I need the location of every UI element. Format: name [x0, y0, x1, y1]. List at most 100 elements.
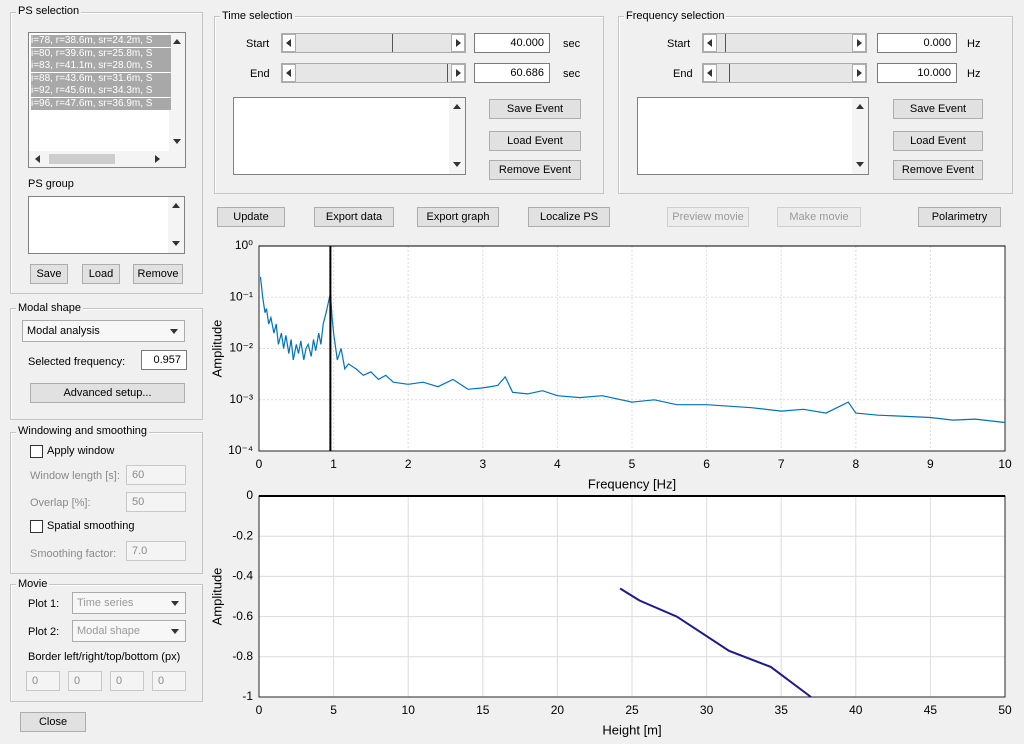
dropdown-value: Time series	[77, 597, 134, 609]
frequency-field[interactable]: 0.957	[141, 350, 187, 370]
button[interactable]: Save Event	[893, 99, 983, 119]
button[interactable]: Localize PS	[528, 207, 610, 227]
slider[interactable]	[281, 33, 466, 53]
button[interactable]: Save Event	[489, 99, 581, 119]
input[interactable]: 0.000	[877, 33, 957, 53]
ps-group-list[interactable]	[28, 196, 185, 254]
axes-box	[258, 245, 1006, 452]
input[interactable]: 0	[68, 671, 102, 691]
y-tick-label: 10⁰	[235, 238, 253, 252]
y-tick-label: 10⁻⁴	[228, 443, 253, 457]
y-tick-label: -0.2	[232, 528, 253, 542]
label: Smoothing factor:	[30, 548, 117, 560]
modal-shape-panel	[10, 308, 203, 420]
input[interactable]: 0	[110, 671, 144, 691]
unit: sec	[563, 38, 581, 50]
button[interactable]: Remove Event	[893, 160, 983, 180]
x-tick-label: 9	[927, 457, 934, 471]
frequency-selection-panel	[618, 16, 1013, 194]
event-list[interactable]	[233, 97, 466, 175]
dropdown[interactable]: Time series	[72, 592, 186, 614]
unit: Hz	[967, 68, 981, 80]
x-tick-label: 1	[330, 457, 337, 471]
x-tick-label: 4	[554, 457, 561, 471]
x-tick-label: 0	[256, 703, 263, 717]
x-tick-label: 35	[775, 703, 789, 717]
unit: Hz	[967, 38, 981, 50]
panel-title: PS selection	[16, 5, 82, 17]
label: Plot 1:	[28, 598, 60, 610]
input[interactable]: 50	[126, 492, 186, 512]
data-line	[619, 587, 812, 698]
x-tick-label: 10	[998, 457, 1012, 471]
y-tick-label: 10⁻¹	[229, 289, 253, 303]
x-tick-label: 45	[924, 703, 938, 717]
dropdown-value: Modal shape	[77, 625, 140, 637]
list-item[interactable]: i=83, r=41.1m, sr=28.0m, S	[31, 60, 171, 72]
x-axis-label: Frequency [Hz]	[588, 476, 676, 491]
x-tick-label: 7	[778, 457, 785, 471]
x-tick-label: 20	[551, 703, 565, 717]
input[interactable]: 7.0	[126, 541, 186, 561]
h-scrollbar[interactable]	[29, 151, 169, 167]
checkbox[interactable]	[30, 445, 43, 458]
panel-title: Windowing and smoothing	[16, 425, 150, 437]
list-item[interactable]: i=92, r=45.6m, sr=34.3m, S	[31, 85, 171, 97]
button[interactable]: Preview movie	[667, 207, 749, 227]
label: Start	[246, 38, 270, 50]
dropdown[interactable]: Modal analysis	[22, 320, 185, 342]
x-tick-label: 15	[476, 703, 490, 717]
button[interactable]: Save	[30, 264, 68, 284]
input[interactable]: 60	[126, 465, 186, 485]
button[interactable]: Remove	[133, 264, 183, 284]
slider[interactable]	[702, 63, 867, 83]
x-axis-label: Height [m]	[602, 722, 661, 737]
x-tick-label: 10	[402, 703, 416, 717]
input[interactable]: 0	[152, 671, 186, 691]
y-tick-label: -0.8	[232, 649, 253, 663]
label: Start	[667, 38, 691, 50]
x-tick-label: 3	[479, 457, 486, 471]
list-item[interactable]: i=78, r=38.6m, sr=24.2m, S	[31, 35, 171, 47]
movie-panel	[10, 584, 203, 702]
close-button[interactable]: Close	[20, 712, 86, 732]
slider[interactable]	[702, 33, 867, 53]
label: End	[673, 68, 693, 80]
x-tick-label: 5	[629, 457, 636, 471]
scrollbar[interactable]	[169, 33, 185, 167]
input[interactable]: 40.000	[474, 33, 550, 53]
panel-title: Frequency selection	[624, 10, 727, 22]
slider[interactable]	[281, 63, 466, 83]
dropdown-value: Modal analysis	[27, 325, 100, 337]
unit: sec	[563, 68, 581, 80]
button[interactable]: Load Event	[489, 131, 581, 151]
data-line	[259, 276, 1006, 424]
dropdown[interactable]: Modal shape	[72, 620, 186, 642]
list-item[interactable]: i=88, r=43.6m, sr=31.6m, S	[31, 72, 171, 85]
input[interactable]: 0	[26, 671, 60, 691]
button[interactable]: Remove Event	[489, 160, 581, 180]
button[interactable]: Update	[217, 207, 285, 227]
button[interactable]: Export data	[314, 207, 394, 227]
input[interactable]: 60.686	[474, 63, 550, 83]
button[interactable]: Load Event	[893, 131, 983, 151]
button[interactable]: Polarimetry	[918, 207, 1001, 227]
label: Window length [s]:	[30, 470, 120, 482]
y-tick-label: -0.6	[232, 609, 253, 623]
panel-title: Time selection	[220, 10, 295, 22]
x-tick-label: 6	[703, 457, 710, 471]
event-list[interactable]	[637, 97, 869, 175]
x-tick-label: 25	[625, 703, 639, 717]
button[interactable]: Make movie	[777, 207, 861, 227]
list-item[interactable]: i=80, r=39.6m, sr=25.8m, S	[31, 47, 171, 60]
input[interactable]: 10.000	[877, 63, 957, 83]
button[interactable]: Export graph	[417, 207, 499, 227]
list-item[interactable]: i=96, r=47.6m, sr=36.9m, S	[31, 97, 171, 110]
button[interactable]: Advanced setup...	[30, 383, 185, 403]
checkbox[interactable]	[30, 520, 43, 533]
axes-box	[258, 495, 1006, 698]
button[interactable]: Load	[82, 264, 120, 284]
x-tick-label: 50	[998, 703, 1012, 717]
